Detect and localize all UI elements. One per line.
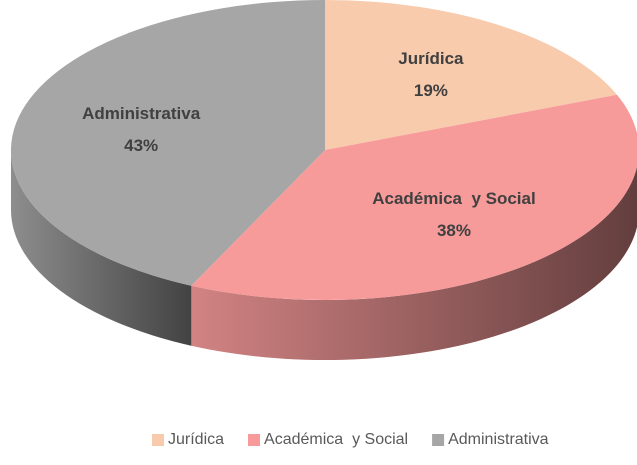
slice-label: Administrativa [82,104,201,123]
legend-label: Jurídica [168,431,224,448]
slice [11,0,325,286]
slice-label: Jurídica [398,49,464,68]
slice [191,94,637,300]
legend-label: Académica y Social [264,431,408,448]
legend-swatch [432,434,445,446]
slice-value-label: 19% [414,81,448,100]
slice-value-label: 43% [124,136,158,155]
legend-label: Administrativa [448,431,549,448]
slice [325,0,617,150]
slice-label: Académica y Social [372,189,535,208]
legend-swatch [248,434,261,446]
slice-side-shade [11,150,192,346]
legend-swatch [152,434,164,446]
slice-side-shade [191,166,637,360]
slice-value-label: 38% [437,221,471,240]
